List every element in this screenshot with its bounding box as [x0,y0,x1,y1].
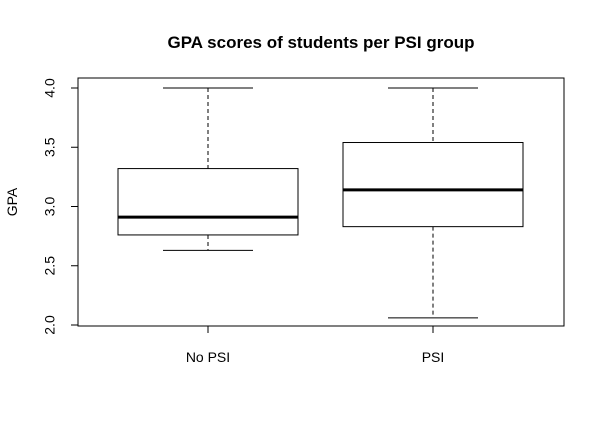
iqr-box [342,142,524,228]
y-axis-label: GPA [4,187,20,216]
y-tick-label: 3.0 [42,197,58,217]
box-psi [342,87,524,319]
y-tick-label: 4.0 [42,78,58,98]
y-tick-label: 3.5 [42,137,58,157]
x-tick-label: No PSI [186,349,230,365]
box-no-psi [117,87,299,251]
chart-title: GPA scores of students per PSI group [168,33,475,52]
y-tick-label: 2.5 [42,256,58,276]
iqr-box [117,168,299,236]
y-tick-label: 2.0 [42,315,58,335]
y-axis: 2.0 2.5 3.0 3.5 4.0 [42,78,79,335]
x-axis: No PSI PSI [186,326,444,365]
x-tick-label: PSI [422,349,445,365]
boxes [117,87,524,319]
